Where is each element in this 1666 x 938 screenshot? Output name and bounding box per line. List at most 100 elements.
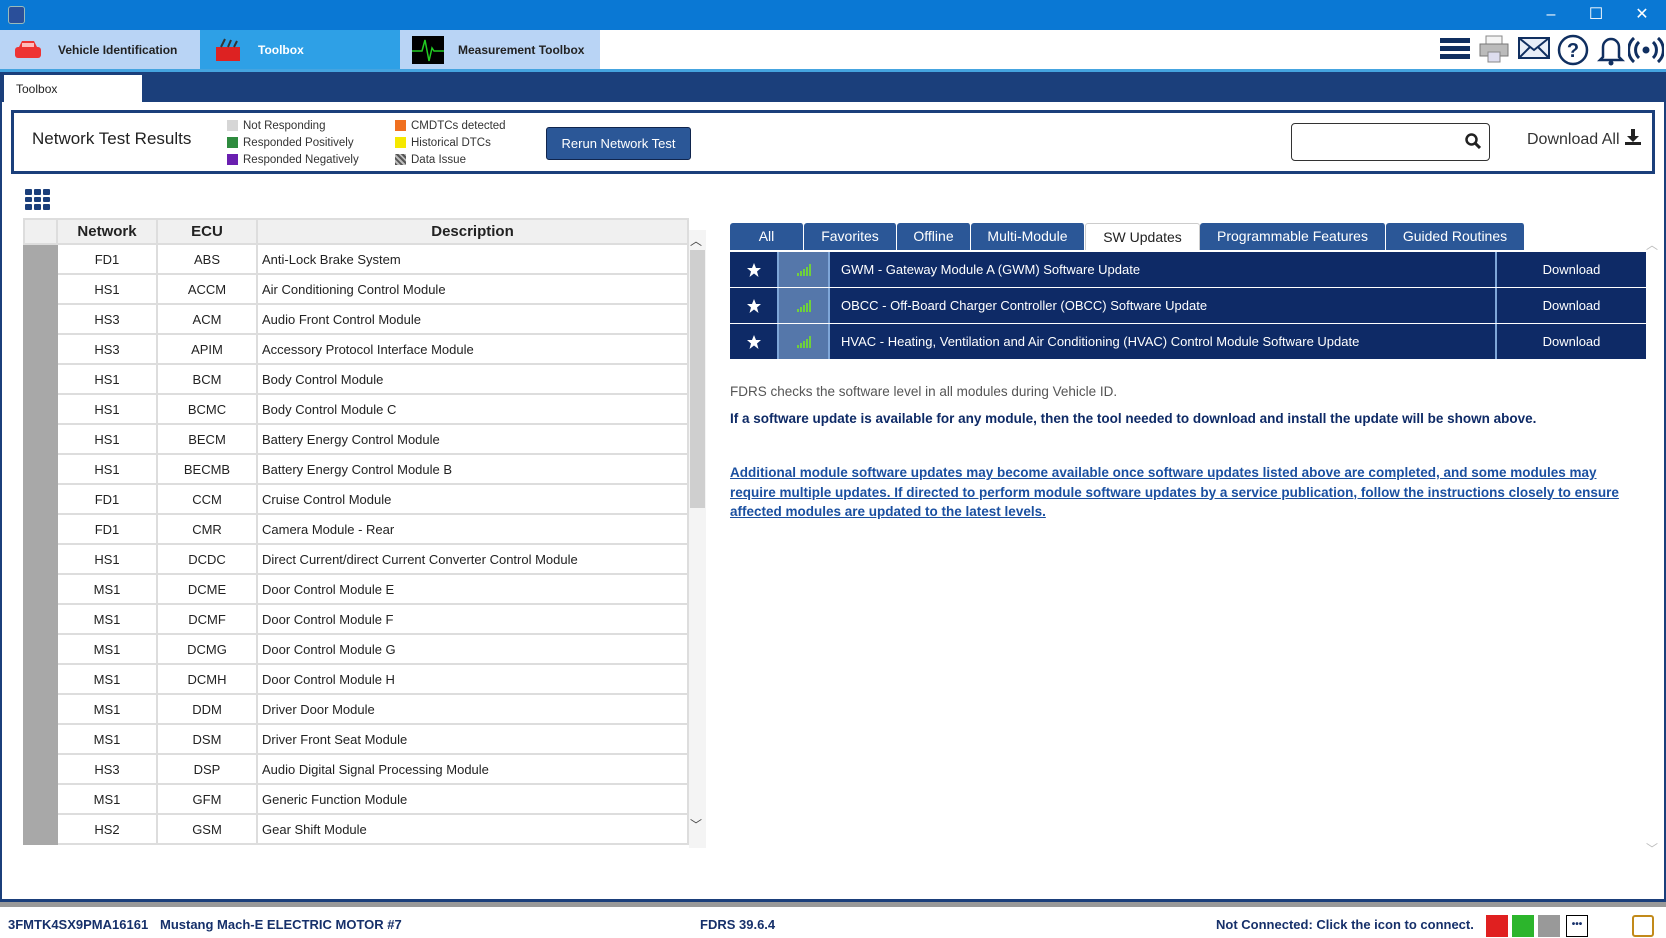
- vin: 3FMTK4SX9PMA16161: [8, 917, 149, 932]
- tab-favorites[interactable]: Favorites: [804, 223, 897, 250]
- legend-label: Data Issue: [411, 153, 466, 166]
- help-icon[interactable]: ?: [1556, 34, 1590, 66]
- frame-border: [1664, 102, 1666, 902]
- tab-guided-routines[interactable]: Guided Routines: [1386, 223, 1525, 250]
- info-link[interactable]: Additional module software updates may b…: [730, 465, 1619, 519]
- legend-item: Responded Positively: [227, 134, 359, 151]
- frame-border: [0, 102, 2, 902]
- description-cell: Driver Door Module: [256, 693, 689, 725]
- header-ecu[interactable]: ECU: [156, 218, 258, 245]
- table-row[interactable]: MS1 GFM Generic Function Module: [23, 783, 689, 815]
- swatch: [395, 137, 406, 148]
- table-row[interactable]: HS1 BECMB Battery Energy Control Module B: [23, 453, 689, 485]
- header-network[interactable]: Network: [56, 218, 158, 245]
- tab-toolbox[interactable]: Toolbox: [200, 30, 400, 69]
- update-row[interactable]: HVAC - Heating, Ventilation and Air Cond…: [730, 324, 1646, 359]
- tab-label: Toolbox: [258, 42, 304, 57]
- scroll-down-icon[interactable]: ﹀: [1646, 842, 1659, 856]
- status-cell: [23, 693, 58, 725]
- mail-icon[interactable]: [1517, 36, 1551, 66]
- legend-label: Not Responding: [243, 119, 326, 132]
- tab-vehicle-identification[interactable]: Vehicle Identification: [0, 30, 200, 69]
- table-row[interactable]: MS1 DCME Door Control Module E: [23, 573, 689, 605]
- download-button[interactable]: Download: [1542, 334, 1601, 349]
- update-title: HVAC - Heating, Ventilation and Air Cond…: [830, 324, 1497, 359]
- favorite-star-icon[interactable]: [730, 252, 779, 287]
- table-row[interactable]: FD1 ABS Anti-Lock Brake System: [23, 243, 689, 275]
- table-row[interactable]: MS1 DSM Driver Front Seat Module: [23, 723, 689, 755]
- search-input[interactable]: [1291, 123, 1490, 161]
- status-cell: [23, 813, 58, 845]
- ecu-cell: ACM: [156, 303, 258, 335]
- scroll-up-icon[interactable]: ︿: [1646, 238, 1659, 252]
- description-cell: Audio Digital Signal Processing Module: [256, 753, 689, 785]
- table-row[interactable]: MS1 DCMF Door Control Module F: [23, 603, 689, 635]
- table-row[interactable]: HS1 BECM Battery Energy Control Module: [23, 423, 689, 455]
- table-row[interactable]: MS1 DCMH Door Control Module H: [23, 663, 689, 695]
- ecu-cell: CCM: [156, 483, 258, 515]
- scroll-up-icon[interactable]: ︿: [690, 234, 703, 248]
- status-cell: [23, 363, 58, 395]
- scroll-down-icon[interactable]: ﹀: [690, 818, 703, 832]
- signal-icon[interactable]: [1512, 915, 1534, 937]
- status-cell: [23, 513, 58, 545]
- update-title: OBCC - Off-Board Charger Controller (OBC…: [830, 288, 1497, 323]
- connection-icon[interactable]: [1627, 34, 1665, 64]
- update-title: GWM - Gateway Module A (GWM) Software Up…: [830, 252, 1497, 287]
- network-cell: MS1: [56, 663, 158, 695]
- tab-offline[interactable]: Offline: [897, 223, 971, 250]
- lock-icon[interactable]: [1632, 915, 1654, 937]
- table-row[interactable]: HS3 APIM Accessory Protocol Interface Modu…: [23, 333, 689, 365]
- vci-disconnected-icon[interactable]: [1486, 915, 1508, 937]
- tab-sw-updates[interactable]: SW Updates: [1085, 223, 1200, 250]
- swatch: [395, 154, 406, 165]
- tab-programmable-features[interactable]: Programmable Features: [1200, 223, 1386, 250]
- maximize-button[interactable]: ☐: [1588, 6, 1604, 23]
- download-button[interactable]: Download: [1542, 262, 1601, 277]
- scrollbar-thumb[interactable]: [690, 250, 705, 508]
- table-row[interactable]: FD1 CMR Camera Module - Rear: [23, 513, 689, 545]
- favorite-star-icon[interactable]: [730, 288, 779, 323]
- print-icon[interactable]: [1477, 34, 1511, 64]
- table-row[interactable]: HS1 ACCM Air Conditioning Control Module: [23, 273, 689, 305]
- status-cell: [23, 303, 58, 335]
- menu-icon[interactable]: [1438, 36, 1472, 66]
- tab-measurement-toolbox[interactable]: Measurement Toolbox: [400, 30, 600, 69]
- table-row[interactable]: MS1 DDM Driver Door Module: [23, 693, 689, 725]
- bell-icon[interactable]: [1594, 34, 1628, 66]
- table-row[interactable]: HS1 BCMC Body Control Module C: [23, 393, 689, 425]
- search-icon[interactable]: [1465, 133, 1482, 154]
- table-row[interactable]: HS1 BCM Body Control Module: [23, 363, 689, 395]
- minimize-button[interactable]: –: [1546, 6, 1556, 23]
- table-row[interactable]: HS3 DSP Audio Digital Signal Processing Mo…: [23, 753, 689, 785]
- download-button[interactable]: Download: [1542, 298, 1601, 313]
- search-field[interactable]: [1298, 124, 1458, 158]
- ecu-cell: DSM: [156, 723, 258, 755]
- tab-multi-module[interactable]: Multi-Module: [971, 223, 1085, 250]
- favorite-star-icon[interactable]: [730, 324, 779, 359]
- header-description[interactable]: Description: [256, 218, 689, 245]
- tab-toolbox-sub[interactable]: Toolbox: [4, 75, 142, 102]
- table-row[interactable]: FD1 CCM Cruise Control Module: [23, 483, 689, 515]
- table-row[interactable]: MS1 DCMG Door Control Module G: [23, 633, 689, 665]
- rerun-network-test-button[interactable]: Rerun Network Test: [546, 127, 691, 160]
- more-icon[interactable]: •••: [1566, 915, 1588, 937]
- description-cell: Direct Current/direct Current Converter …: [256, 543, 689, 575]
- grid-view-icon[interactable]: [25, 189, 50, 210]
- toolbox-icon: [212, 36, 244, 64]
- download-all-button[interactable]: Download All: [1527, 129, 1641, 150]
- ecu-cell: DCMG: [156, 633, 258, 665]
- network-cell: MS1: [56, 693, 158, 725]
- tab-all[interactable]: All: [730, 223, 804, 250]
- update-row[interactable]: OBCC - Off-Board Charger Controller (OBC…: [730, 288, 1646, 323]
- close-button[interactable]: ✕: [1635, 6, 1649, 23]
- table-row[interactable]: HS3 ACM Audio Front Control Module: [23, 303, 689, 335]
- table-row[interactable]: HS2 GSM Gear Shift Module: [23, 813, 689, 845]
- ecu-cell: ACCM: [156, 273, 258, 305]
- update-row[interactable]: GWM - Gateway Module A (GWM) Software Up…: [730, 252, 1646, 287]
- network-cell: HS3: [56, 753, 158, 785]
- network-test-title: Network Test Results: [32, 129, 192, 148]
- network-cell: MS1: [56, 633, 158, 665]
- table-row[interactable]: HS1 DCDC Direct Current/direct Current Con…: [23, 543, 689, 575]
- device-icon[interactable]: [1538, 915, 1560, 937]
